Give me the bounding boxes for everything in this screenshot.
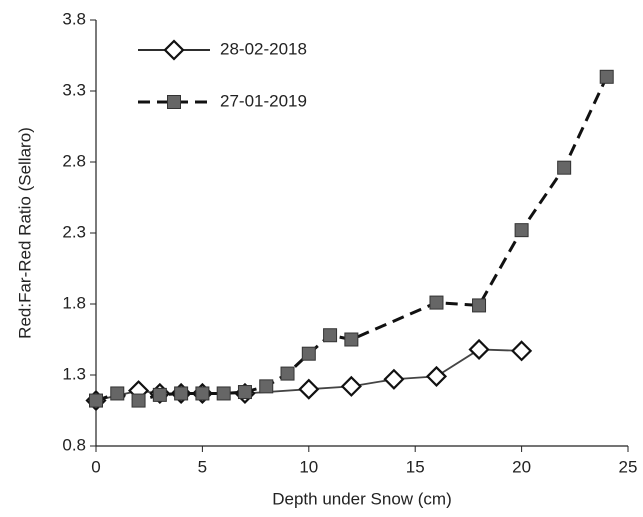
x-tick-label: 5: [198, 457, 207, 476]
y-tick-label: 0.8: [62, 435, 86, 454]
y-axis-label: Red:Far-Red Ratio (Sellaro): [15, 127, 34, 339]
x-tick-label: 10: [299, 457, 318, 476]
y-tick-label: 2.8: [62, 151, 86, 170]
data-point: [152, 387, 167, 402]
y-tick-label: 3.3: [62, 80, 86, 99]
legend-marker: [167, 95, 181, 109]
x-tick-label: 20: [512, 457, 531, 476]
data-point: [557, 160, 572, 175]
data-point: [383, 368, 405, 390]
data-point: [131, 393, 146, 408]
data-point: [514, 223, 529, 238]
x-axis-label: Depth under Snow (cm): [272, 489, 452, 508]
data-point: [280, 366, 295, 381]
legend-marker: [163, 39, 185, 61]
y-tick-label: 1.3: [62, 364, 86, 383]
data-point: [89, 393, 103, 408]
data-point: [599, 69, 614, 84]
y-tick-label: 1.8: [62, 293, 86, 312]
data-point: [237, 385, 252, 400]
y-tick-label: 2.3: [62, 222, 86, 241]
data-point: [472, 298, 487, 313]
data-point: [340, 375, 362, 397]
data-point: [110, 386, 125, 401]
data-point: [216, 386, 231, 401]
data-point: [174, 386, 189, 401]
data-point: [511, 340, 533, 362]
x-tick-label: 15: [406, 457, 425, 476]
data-point: [344, 332, 359, 347]
x-tick-label: 0: [91, 457, 100, 476]
y-tick-label: 3.8: [62, 9, 86, 28]
legend-label: 27-01-2019: [220, 91, 307, 110]
data-point: [468, 338, 490, 360]
data-point: [429, 295, 444, 310]
legend-label: 28-02-2018: [220, 39, 307, 58]
data-point: [259, 379, 274, 394]
data-point: [301, 346, 316, 361]
data-point: [195, 386, 210, 401]
data-point: [425, 365, 448, 387]
x-tick-label: 25: [619, 457, 638, 476]
data-point: [298, 378, 320, 400]
data-point: [323, 328, 338, 343]
